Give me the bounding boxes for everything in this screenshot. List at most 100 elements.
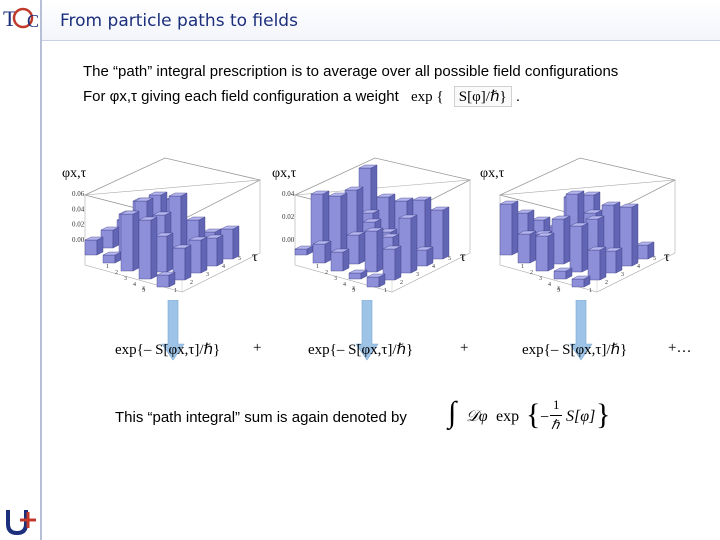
tau-tick-label: 1 [174, 288, 177, 294]
field-bar [102, 251, 122, 264]
field-bar [172, 244, 192, 281]
z-tick-label: 0.04 [282, 190, 295, 198]
z-tick-label: 0.00 [282, 236, 295, 244]
intro-line-1: The “path” integral prescription is to a… [83, 63, 619, 80]
z-tick-label: 0.04 [72, 205, 85, 213]
tcc-logo: T C [3, 6, 39, 31]
field-bar [414, 246, 434, 267]
tau-tick-label: 2 [190, 280, 193, 286]
exp-word: exp [496, 408, 520, 425]
plot-3-phi-label: φx,τ [480, 166, 505, 181]
x-axis-label: x [352, 284, 356, 292]
plot-2-bars [294, 164, 450, 288]
plot-1: 0.06 0.04 0.02 0.00 1 1 2 2 3 3 4 4 5 5 x [70, 140, 270, 300]
tau-tick-label: 5 [238, 256, 241, 262]
x-tick-label: 2 [325, 270, 328, 276]
tau-tick-label: 4 [637, 264, 640, 270]
tau-tick-label: 4 [432, 264, 435, 270]
x-tick-label: 3 [539, 276, 542, 282]
path-integral-sentence: This “path integral” sum is again denote… [115, 409, 407, 426]
period: . [515, 88, 520, 105]
fraction-denominator: ℏ [551, 417, 560, 432]
path-integral-formula: ∫ 𝒟φ exp { − 1 ℏ S[φ] } [448, 394, 611, 440]
x-tick-label: 1 [316, 264, 319, 270]
plot-2-tau-label: τ [460, 250, 466, 265]
slide-title: From particle paths to fields [60, 11, 298, 31]
z-tick-label: 0.06 [72, 190, 85, 198]
field-bar [188, 236, 208, 274]
field-bar [382, 245, 402, 281]
tau-tick-label: 1 [384, 288, 387, 294]
minus-sign: − [540, 409, 550, 426]
field-bar [294, 245, 314, 256]
tau-tick-label: 5 [448, 256, 451, 262]
field-bar [635, 241, 655, 260]
svg-text:T: T [3, 6, 17, 31]
plus-2: + [460, 340, 469, 356]
plus-3: +… [668, 340, 692, 356]
plot-3-tau-label: τ [664, 250, 670, 265]
arrow-3 [569, 300, 593, 361]
field-bar [571, 275, 591, 288]
measure: 𝒟φ [466, 408, 488, 425]
z-tick-label: 0.00 [72, 236, 85, 244]
field-bar [310, 190, 330, 249]
z-tick-label: 0.02 [72, 221, 85, 229]
field-bar [100, 226, 120, 249]
plot-3-bars [499, 190, 655, 288]
field-bar [120, 210, 140, 272]
x-tick-label: 5 [557, 288, 560, 294]
weight-3: exp{– S[φx,τ]/ℏ} [522, 342, 628, 358]
field-bar [553, 267, 573, 280]
x-tick-label: 3 [124, 276, 127, 282]
field-bar [398, 214, 418, 274]
x-tick-label: 4 [548, 282, 551, 288]
field-bar [551, 215, 571, 265]
action: S[φ] [566, 408, 596, 425]
x-tick-label: 4 [343, 282, 346, 288]
university-logo [6, 510, 36, 536]
field-bar [619, 203, 639, 267]
tau-tick-label: 3 [621, 272, 624, 278]
plot-1-tau-label: τ [252, 250, 258, 265]
x-tick-label: 3 [334, 276, 337, 282]
field-bar [84, 236, 104, 256]
tau-tick-label: 3 [206, 272, 209, 278]
field-bar [587, 246, 607, 281]
tau-tick-label: 5 [653, 256, 656, 262]
x-tick-label: 1 [521, 264, 524, 270]
tau-tick-label: 3 [416, 272, 419, 278]
field-bar [312, 240, 332, 264]
header-band [42, 0, 720, 41]
action-box: S[φ]/ℏ} [453, 86, 512, 107]
field-bar [154, 232, 174, 273]
x-axis-label: x [142, 284, 146, 292]
x-tick-label: 5 [352, 288, 355, 294]
field-bar [220, 225, 240, 260]
z-tick-label: 0.02 [282, 213, 295, 221]
field-bar [346, 231, 366, 265]
field-bar [499, 200, 519, 256]
fraction-numerator: 1 [553, 397, 560, 412]
field-bar [156, 271, 176, 288]
x-tick-label: 2 [530, 270, 533, 276]
exp-text: exp { [411, 89, 444, 105]
field-bar [569, 222, 589, 273]
sidebar: T C [0, 0, 40, 540]
field-bar [603, 247, 623, 274]
x-tick-label: 1 [106, 264, 109, 270]
plot-1-bars [84, 191, 240, 288]
field-bar [535, 232, 555, 272]
sidebar-divider [40, 0, 42, 540]
arrow-2 [355, 300, 379, 361]
field-bar [430, 206, 450, 260]
weight-2: exp{– S[φx,τ]/ℏ} [308, 342, 414, 358]
integral-sign: ∫ [448, 396, 457, 429]
intro-line-2: For φx,τ giving each field configuration… [83, 86, 520, 107]
field-bar [330, 248, 350, 272]
right-brace: } [596, 398, 611, 431]
